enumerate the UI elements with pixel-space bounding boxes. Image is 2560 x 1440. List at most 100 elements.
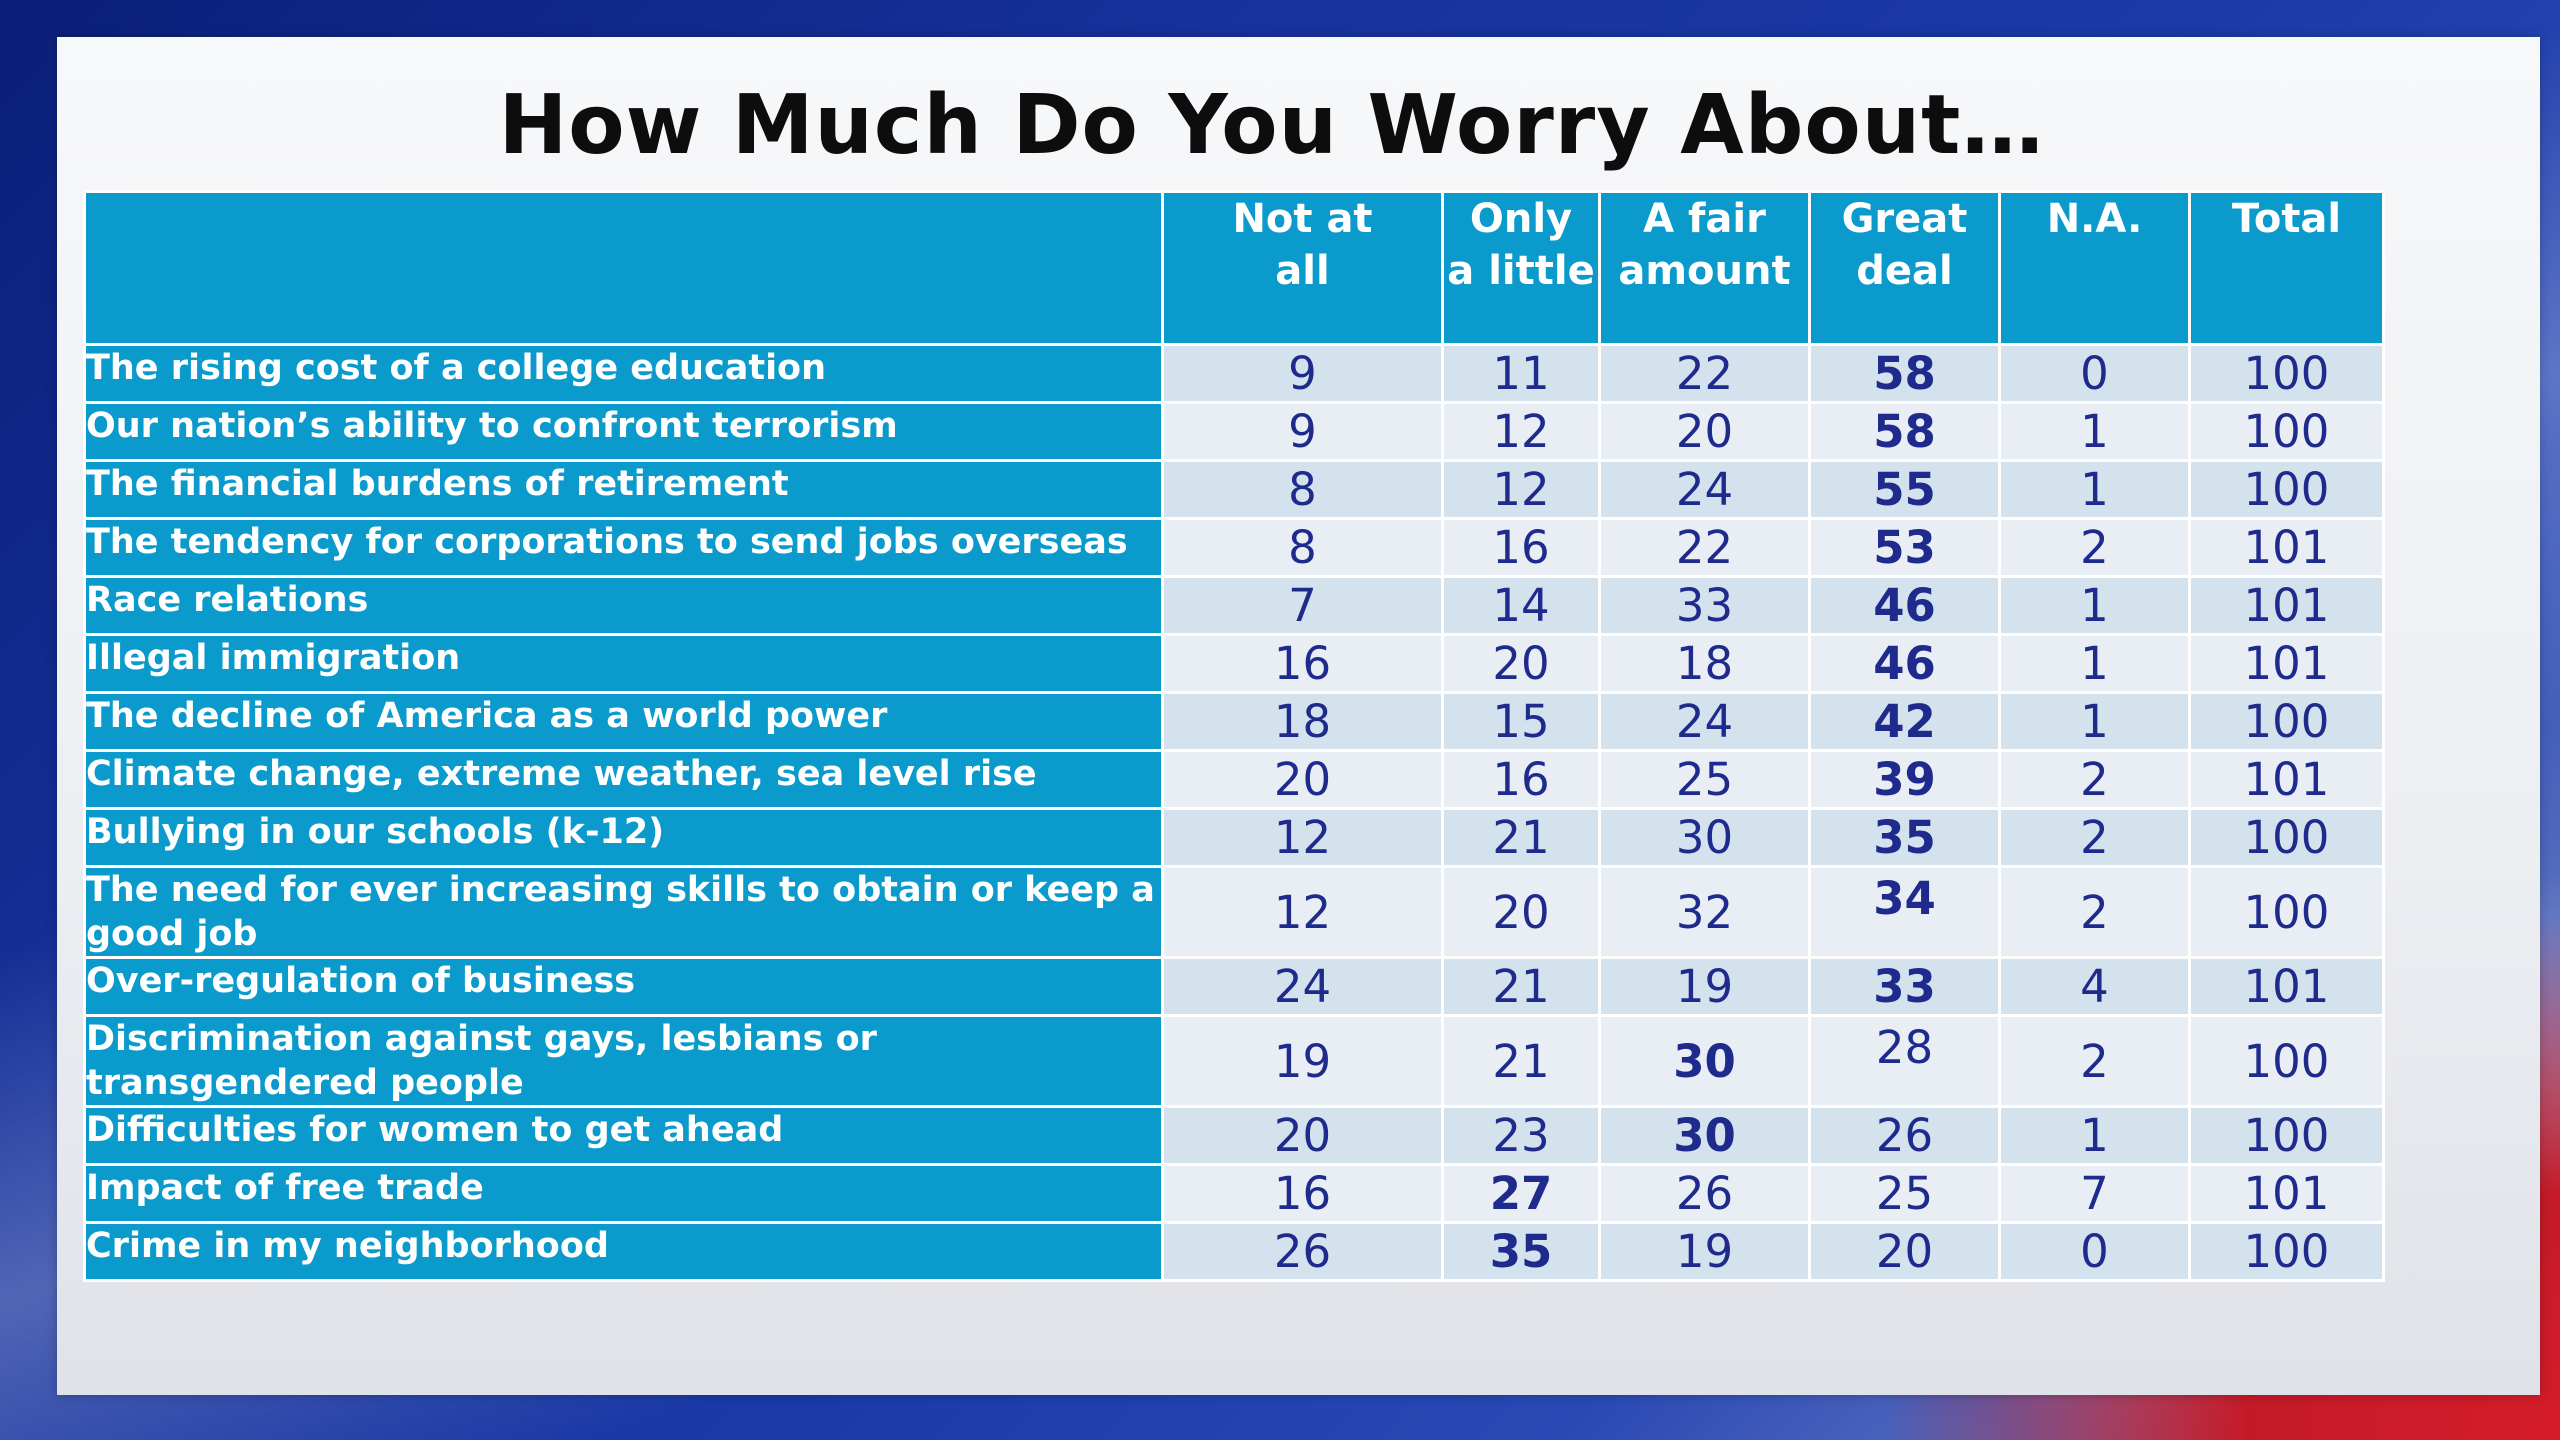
value-cell: 58 [1808, 343, 2001, 404]
value-cell: 32 [1598, 865, 1811, 959]
value-cell: 101 [2188, 575, 2385, 636]
table-row: The tendency for corporations to send jo… [83, 517, 2385, 578]
value-cell: 100 [2188, 807, 2385, 868]
value-cell: 20 [1161, 1105, 1444, 1166]
value-cell: 101 [2188, 633, 2385, 694]
column-header-line: all [1275, 248, 1330, 294]
value-cell: 23 [1441, 1105, 1601, 1166]
value-cell: 2 [1998, 517, 2191, 578]
value-cell: 21 [1441, 956, 1601, 1017]
value-cell: 100 [2188, 865, 2385, 959]
value-cell: 35 [1808, 807, 2001, 868]
row-label: Climate change, extreme weather, sea lev… [83, 749, 1164, 810]
value-cell: 100 [2188, 401, 2385, 462]
value-cell: 1 [1998, 691, 2191, 752]
row-label: The financial burdens of retirement [83, 459, 1164, 520]
value-cell: 35 [1441, 1221, 1601, 1282]
value-cell: 12 [1441, 401, 1601, 462]
value-cell: 26 [1808, 1105, 2001, 1166]
value-cell: 9 [1161, 343, 1444, 404]
column-header: Total [2188, 190, 2385, 346]
column-header: A fair amount [1598, 190, 1811, 346]
value-cell: 21 [1441, 807, 1601, 868]
value-cell: 100 [2188, 1105, 2385, 1166]
value-cell: 22 [1598, 517, 1811, 578]
value-cell: 33 [1808, 956, 2001, 1017]
value-cell: 100 [2188, 459, 2385, 520]
value-cell: 24 [1598, 691, 1811, 752]
value-cell: 46 [1808, 633, 2001, 694]
row-label: The rising cost of a college education [83, 343, 1164, 404]
row-label: Discrimination against gays, lesbians or… [83, 1014, 1164, 1108]
value-cell: 100 [2188, 343, 2385, 404]
column-header-line: deal [1856, 248, 1953, 294]
value-cell: 8 [1161, 517, 1444, 578]
value-cell: 34 [1808, 865, 2001, 959]
value-cell: 1 [1998, 1105, 2191, 1166]
value-cell: 18 [1161, 691, 1444, 752]
table-row: The financial burdens of retirement 8 12 24… [83, 459, 2385, 520]
value-cell: 55 [1808, 459, 2001, 520]
column-header-line: N.A. [2046, 196, 2143, 242]
row-label: Bullying in our schools (k-12) [83, 807, 1164, 868]
value-cell: 24 [1598, 459, 1811, 520]
value-cell: 20 [1441, 865, 1601, 959]
value-cell: 16 [1441, 517, 1601, 578]
worry-table: Not at all Only a little A fair amount Great de… [83, 190, 2385, 1282]
table-row: Illegal immigration 16 20 18 46 1 101 [83, 633, 2385, 694]
value-cell: 16 [1441, 749, 1601, 810]
row-label: Race relations [83, 575, 1164, 636]
value-cell: 30 [1598, 1105, 1811, 1166]
table-row: Race relations 7 14 33 46 1 101 [83, 575, 2385, 636]
value-cell: 14 [1441, 575, 1601, 636]
value-cell: 1 [1998, 401, 2191, 462]
value-cell: 12 [1441, 459, 1601, 520]
table-row: Our nation’s ability to confront terrori… [83, 401, 2385, 462]
value-cell: 101 [2188, 956, 2385, 1017]
value-cell: 100 [2188, 1014, 2385, 1108]
header-row: Not at all Only a little A fair amount Great de… [83, 190, 2385, 346]
column-header-line: Great [1841, 196, 1968, 242]
value-cell: 33 [1598, 575, 1811, 636]
table-row: The decline of America as a world power 1… [83, 691, 2385, 752]
column-header-line: Only [1469, 196, 1573, 242]
value-cell: 2 [1998, 865, 2191, 959]
value-cell: 15 [1441, 691, 1601, 752]
value-cell: 30 [1598, 807, 1811, 868]
column-header: Only a little [1441, 190, 1601, 346]
value-cell: 30 [1598, 1014, 1811, 1108]
slide-title: How Much Do You Worry About… [498, 78, 2045, 173]
value-cell: 8 [1161, 459, 1444, 520]
value-cell: 26 [1598, 1163, 1811, 1224]
value-cell: 20 [1808, 1221, 2001, 1282]
value-cell: 22 [1598, 343, 1811, 404]
value-cell: 26 [1161, 1221, 1444, 1282]
row-label: Illegal immigration [83, 633, 1164, 694]
row-label: Crime in my neighborhood [83, 1221, 1164, 1282]
column-header-line: amount [1618, 248, 1791, 294]
value-cell: 53 [1808, 517, 2001, 578]
value-cell: 28 [1808, 1014, 2001, 1108]
value-cell: 100 [2188, 691, 2385, 752]
value-cell: 20 [1161, 749, 1444, 810]
value-cell: 16 [1161, 1163, 1444, 1224]
value-cell: 39 [1808, 749, 2001, 810]
table-row: The rising cost of a college education 9 1… [83, 343, 2385, 404]
value-cell: 20 [1441, 633, 1601, 694]
value-cell: 2 [1998, 1014, 2191, 1108]
value-cell: 101 [2188, 749, 2385, 810]
value-cell: 101 [2188, 517, 2385, 578]
value-cell: 0 [1998, 343, 2191, 404]
row-label: The decline of America as a world power [83, 691, 1164, 752]
row-label: The tendency for corporations to send jo… [83, 517, 1164, 578]
table-row: Impact of free trade 16 27 26 25 7 101 [83, 1163, 2385, 1224]
value-cell: 18 [1598, 633, 1811, 694]
header-corner [83, 190, 1164, 346]
value-cell: 7 [1161, 575, 1444, 636]
row-label: Over-regulation of business [83, 956, 1164, 1017]
value-cell: 2 [1998, 807, 2191, 868]
column-header: Not at all [1161, 190, 1444, 346]
row-label: Our nation’s ability to confront terrori… [83, 401, 1164, 462]
value-cell: 1 [1998, 633, 2191, 694]
value-cell: 19 [1598, 956, 1811, 1017]
